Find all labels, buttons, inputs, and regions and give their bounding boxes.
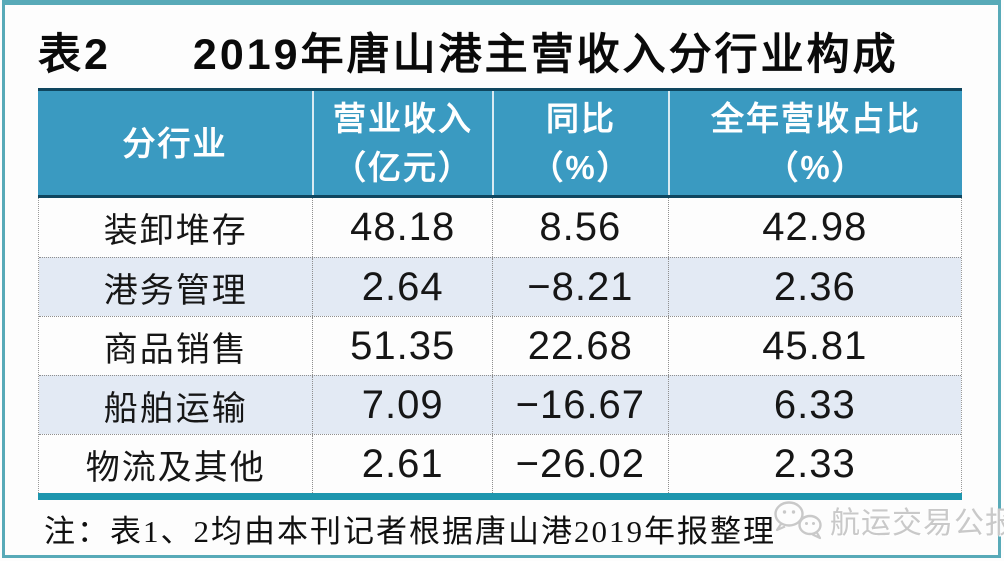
- header-cell-share: 全年营收占比 （%）: [668, 91, 962, 195]
- table-body: 装卸堆存 48.18 8.56 42.98 港务管理 2.64 −8.21 2.…: [38, 198, 962, 493]
- table-row-loading-stacking: 装卸堆存 48.18 8.56 42.98: [39, 198, 961, 257]
- cell-share: 2.36: [667, 258, 961, 316]
- wechat-logo-icon: [774, 501, 822, 540]
- header-cell-yoy-line1: 同比: [546, 100, 616, 137]
- header-cell-share-line2: （%）: [765, 149, 867, 186]
- cell-share: 45.81: [667, 317, 961, 375]
- cell-revenue: 2.64: [312, 258, 492, 316]
- cell-share: 2.33: [667, 435, 961, 493]
- table-row-merchandise-sales: 商品销售 51.35 22.68 45.81: [39, 316, 961, 375]
- cell-industry: 港务管理: [103, 271, 248, 310]
- header-cell-share-line1: 全年营收占比: [711, 100, 921, 137]
- cell-revenue: 7.09: [312, 376, 492, 434]
- cell-yoy: −8.21: [492, 258, 668, 316]
- table-row-logistics-other: 物流及其他 2.61 −26.02 2.33: [39, 434, 961, 493]
- cell-revenue: 51.35: [312, 317, 492, 375]
- cell-yoy: −26.02: [492, 435, 668, 493]
- table-title-label: 表2: [38, 31, 111, 79]
- cell-industry: 物流及其他: [85, 448, 266, 487]
- header-cell-yoy: 同比 （%）: [492, 91, 668, 195]
- table-header-row: 分行业 营业收入 （亿元） 同比 （%） 全年营收占比 （%）: [38, 88, 962, 198]
- watermark: 航运交易公报: [772, 498, 1004, 542]
- header-cell-yoy-line2: （%）: [530, 149, 632, 186]
- watermark-text: 航运交易公报: [830, 507, 1004, 540]
- table-title-text: 2019年唐山港主营收入分行业构成: [192, 31, 899, 79]
- table-bottom-rule: [38, 493, 962, 500]
- cell-share: 42.98: [667, 198, 961, 257]
- header-cell-industry-line1: 分行业: [122, 124, 228, 162]
- cell-industry: 装卸堆存: [103, 212, 248, 250]
- header-cell-revenue-line2: （亿元）: [333, 149, 473, 186]
- cell-yoy: −16.67: [492, 376, 668, 434]
- table-title: 表2 2019年唐山港主营收入分行业构成: [38, 20, 958, 82]
- header-cell-revenue-line1: 营业收入: [333, 100, 473, 137]
- cell-revenue: 2.61: [312, 435, 492, 493]
- revenue-by-industry-table: 分行业 营业收入 （亿元） 同比 （%） 全年营收占比 （%） 装卸堆存 48.…: [38, 88, 962, 500]
- cell-yoy: 22.68: [492, 317, 668, 375]
- header-cell-revenue: 营业收入 （亿元）: [312, 91, 492, 195]
- table-footnote: 注：表1、2均由本刊记者根据唐山港2019年报整理: [44, 514, 776, 549]
- cell-yoy: 8.56: [492, 198, 668, 257]
- table-row-shipping-transport: 船舶运输 7.09 −16.67 6.33: [39, 375, 961, 434]
- cell-share: 6.33: [667, 376, 961, 434]
- cell-industry: 船舶运输: [103, 389, 248, 428]
- table-row-port-management: 港务管理 2.64 −8.21 2.36: [39, 257, 961, 316]
- cell-revenue: 48.18: [312, 198, 492, 257]
- header-cell-industry: 分行业: [38, 91, 312, 195]
- cell-industry: 商品销售: [103, 330, 248, 369]
